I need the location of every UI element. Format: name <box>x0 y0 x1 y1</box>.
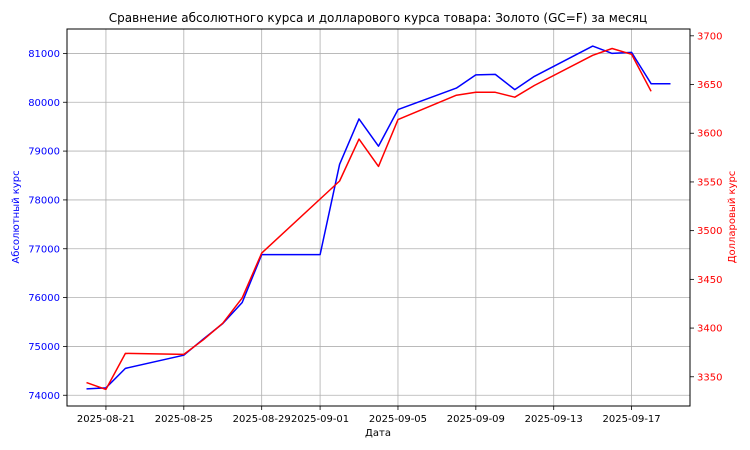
grid <box>67 29 690 406</box>
y-right-tick-label: 3700 <box>697 31 722 42</box>
series-line-absolute <box>86 45 671 390</box>
y-left-tick-label: 77000 <box>28 244 60 255</box>
y-left-tick-label: 74000 <box>28 391 60 402</box>
x-tick-label: 2025-09-09 <box>447 414 505 425</box>
y-left-tick-label: 78000 <box>28 195 60 206</box>
x-tick-label: 2025-09-17 <box>603 414 661 425</box>
series-line-dollar <box>86 47 652 391</box>
x-tick-label: 2025-08-21 <box>77 414 135 425</box>
plot-frame <box>66 28 691 407</box>
y-right-tick-label: 3550 <box>697 177 722 188</box>
y-left-tick-label: 80000 <box>28 98 60 109</box>
x-tick-label: 2025-08-25 <box>155 414 213 425</box>
y-left-tick-label: 76000 <box>28 293 60 304</box>
y-left-tick-label: 75000 <box>28 342 60 353</box>
y-left-tick-label: 79000 <box>28 147 60 158</box>
y-right-tick-label: 3600 <box>697 129 722 140</box>
y-axis-label-left: Абсолютный курс <box>11 170 22 263</box>
y-right-tick-label: 3350 <box>697 372 722 383</box>
y-left-tick-label: 81000 <box>28 49 60 60</box>
y-right-tick-label: 3650 <box>697 80 722 91</box>
x-axis-label: Дата <box>365 428 391 439</box>
y-right-tick-label: 3500 <box>697 226 722 237</box>
y-right-tick-label: 3450 <box>697 275 722 286</box>
y-axis-label-right: Долларовый курс <box>727 171 738 264</box>
chart-title: Сравнение абсолютного курса и долларовог… <box>109 11 647 25</box>
x-tick-label: 2025-08-29 <box>233 414 291 425</box>
series-layer <box>86 45 671 391</box>
x-tick-label: 2025-09-13 <box>525 414 583 425</box>
x-tick-label: 2025-09-05 <box>369 414 427 425</box>
x-tick-label: 2025-09-01 <box>291 414 349 425</box>
y-right-tick-label: 3400 <box>697 324 722 335</box>
ticks-layer: 2025-08-21 2025-08-25 2025-08-29 2025-09-01… <box>28 31 722 425</box>
